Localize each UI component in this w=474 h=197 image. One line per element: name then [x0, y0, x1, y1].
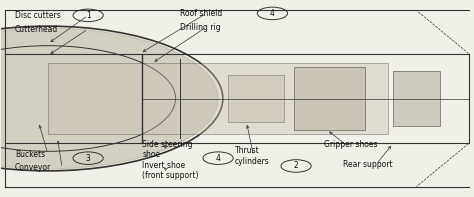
Text: Drilling rig: Drilling rig: [180, 23, 221, 32]
Text: Disc cutters: Disc cutters: [15, 11, 61, 20]
Text: 4: 4: [216, 154, 220, 163]
Text: 4: 4: [270, 9, 275, 18]
Text: 1: 1: [86, 11, 91, 20]
Text: 2: 2: [294, 162, 299, 170]
Bar: [48, 63, 388, 134]
Text: Rear support: Rear support: [343, 160, 393, 168]
Bar: [228, 75, 284, 122]
Text: (front support): (front support): [143, 171, 199, 180]
Text: cylinders: cylinders: [235, 157, 269, 166]
Text: Side steering: Side steering: [143, 140, 193, 149]
Bar: [294, 67, 365, 130]
Text: Invert shoe: Invert shoe: [143, 162, 186, 170]
Text: shoe: shoe: [143, 150, 161, 159]
Circle shape: [0, 28, 218, 169]
Text: 3: 3: [86, 154, 91, 163]
Text: Conveyor: Conveyor: [15, 164, 51, 172]
Bar: [393, 71, 440, 126]
Text: Buckets: Buckets: [15, 150, 45, 159]
Text: Roof shield: Roof shield: [180, 9, 222, 18]
Text: Gripper shoes: Gripper shoes: [324, 140, 378, 149]
Text: Thrust: Thrust: [235, 146, 259, 155]
Text: Cutterhead: Cutterhead: [15, 25, 58, 33]
